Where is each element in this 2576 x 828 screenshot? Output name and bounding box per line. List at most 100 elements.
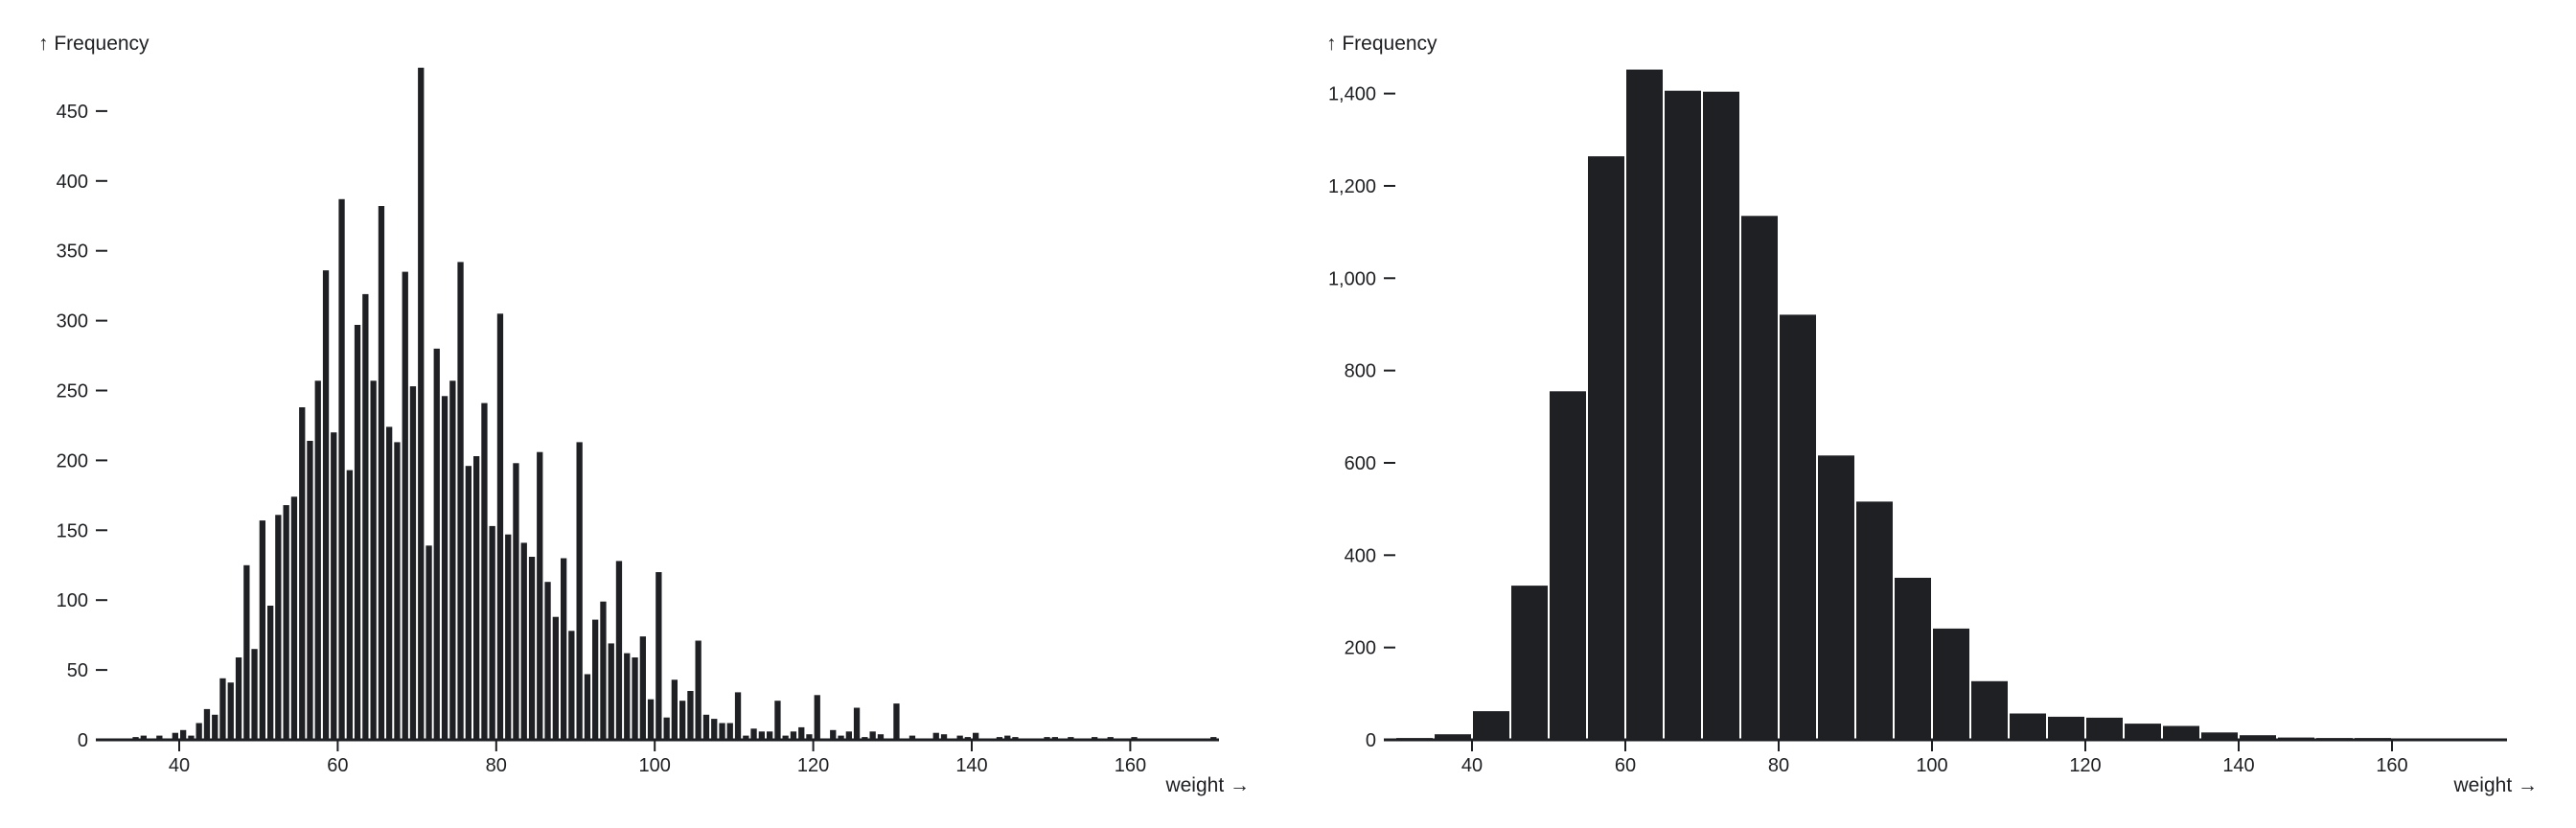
histogram-bar (908, 735, 916, 740)
histogram-bar (592, 619, 599, 740)
histogram-bar (687, 691, 694, 740)
histogram-bar (608, 643, 614, 740)
histogram-bar (1895, 577, 1931, 740)
histogram-bar (932, 732, 939, 740)
x-axis-title: weight → (2452, 774, 2538, 796)
histogram-bar (346, 470, 353, 740)
histogram-bar (1588, 156, 1624, 741)
histogram-bar (386, 426, 393, 740)
x-tick-label: 160 (2376, 755, 2407, 776)
histogram-bar (188, 735, 195, 740)
x-tick-label: 120 (2069, 755, 2101, 776)
histogram-bar (473, 456, 480, 740)
histogram-bar (774, 701, 781, 740)
histogram-bar (853, 707, 861, 740)
histogram-bar (203, 708, 211, 740)
y-axis-title: ↑ Frequency (38, 33, 150, 55)
y-axis: 0 200 400 600 800 1,000 1,200 1,400 (1328, 84, 1395, 751)
histogram-bar (1550, 391, 1586, 740)
histogram-bar (814, 695, 820, 740)
histogram-bar (544, 582, 551, 740)
y-tick-label: 50 (67, 660, 88, 681)
y-tick-label: 200 (1345, 638, 1376, 659)
y-tick-label: 100 (57, 590, 88, 611)
histogram-bar (956, 735, 963, 740)
y-tick-label: 0 (1366, 730, 1376, 751)
histogram-bar (830, 729, 837, 740)
histogram-bar (568, 631, 575, 740)
histogram-bar (537, 451, 543, 740)
histogram-bar (140, 735, 147, 740)
histogram-bar (283, 505, 289, 740)
bars (108, 67, 1217, 741)
histogram-bar (251, 649, 258, 740)
histogram-bar (767, 731, 773, 740)
histogram-bar (290, 496, 298, 740)
histogram-bar (441, 396, 448, 740)
histogram-bar (1665, 90, 1701, 740)
histogram-bar (2010, 713, 2046, 740)
histogram-bar (624, 653, 631, 740)
y-tick-label: 400 (1345, 545, 1376, 566)
histogram-bar (600, 601, 607, 740)
histogram-bar (695, 640, 702, 740)
histogram-bar (307, 441, 313, 740)
histogram-bar (243, 564, 250, 741)
histogram-bar (838, 735, 844, 740)
histogram-bar (893, 703, 900, 740)
histogram-bar (1473, 711, 1509, 740)
x-tick-label: 80 (1768, 755, 1789, 776)
histogram-bar (719, 723, 725, 740)
histogram-bar (409, 386, 417, 740)
histogram-bar (584, 674, 591, 740)
y-tick-label: 250 (57, 381, 88, 402)
histogram-bar (552, 616, 559, 740)
y-tick-label: 400 (57, 172, 88, 193)
histogram-bar (1626, 69, 1663, 741)
histogram-bar (457, 262, 464, 740)
x-tick-label: 80 (486, 755, 507, 776)
histogram-bar (496, 313, 504, 740)
histogram-bar (528, 557, 536, 740)
histogram-bar (1741, 216, 1778, 741)
histogram-bar (663, 717, 670, 740)
histogram-chart-bin5: ↑ Frequency 0 200 400 600 800 1,000 1,200 1,400… (1326, 33, 2538, 796)
histogram-bar (331, 432, 337, 740)
histogram-bar (449, 380, 456, 740)
histogram-bar (1703, 91, 1739, 740)
histogram-bar (632, 657, 638, 740)
histogram-bar (1511, 586, 1548, 740)
histogram-bar (734, 692, 742, 740)
histogram-bar (2240, 735, 2276, 740)
histogram-bar (743, 735, 749, 740)
histogram-bar (267, 606, 274, 740)
histogram-bar (750, 728, 757, 740)
x-axis-title: weight → (1164, 774, 1250, 796)
histogram-bar (2048, 716, 2084, 740)
x-tick-label: 140 (2222, 755, 2254, 776)
x-tick-label: 60 (1615, 755, 1636, 776)
y-tick-label: 800 (1345, 361, 1376, 382)
histogram-bar (711, 719, 718, 740)
histogram-panel-bin5: ↑ Frequency 0 200 400 600 800 1,000 1,200 1,400… (1288, 0, 2576, 828)
histogram-bar (845, 731, 852, 740)
histogram-bar (2125, 724, 2161, 740)
histogram-bar (806, 734, 813, 740)
histogram-bar (338, 198, 345, 741)
histogram-bar (869, 731, 876, 740)
histogram-bar (219, 678, 226, 740)
histogram-bar (726, 723, 733, 740)
y-tick-label: 450 (57, 102, 88, 123)
x-tick-label: 40 (169, 755, 190, 776)
histogram-bar (172, 732, 178, 740)
histogram-bar (481, 402, 488, 740)
histogram-bar (671, 679, 678, 740)
x-tick-label: 100 (1916, 755, 1947, 776)
histogram-bar (647, 699, 655, 740)
histogram-bar (973, 732, 979, 740)
y-tick-label: 600 (1345, 453, 1376, 474)
histogram-bar (402, 271, 408, 740)
histogram-bar (489, 525, 495, 740)
bars (1396, 69, 2429, 741)
